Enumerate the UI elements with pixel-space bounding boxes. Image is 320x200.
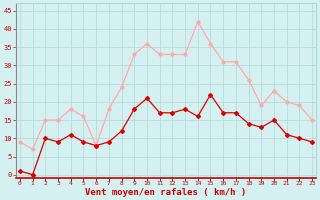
- X-axis label: Vent moyen/en rafales ( km/h ): Vent moyen/en rafales ( km/h ): [85, 188, 247, 197]
